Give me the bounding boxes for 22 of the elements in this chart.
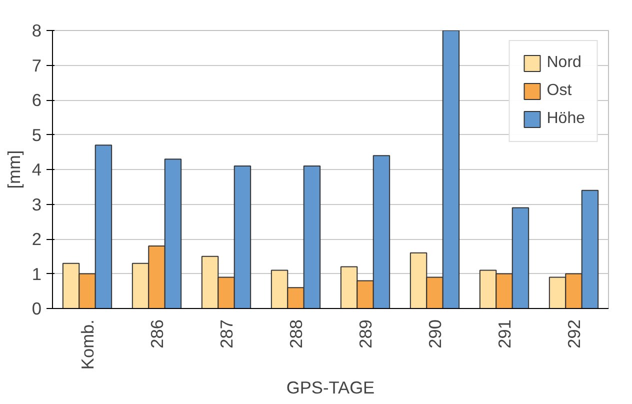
legend-label: Ost <box>546 82 572 100</box>
x-tick-label: 291 <box>494 319 514 348</box>
y-tick-label: 6 <box>32 90 42 110</box>
x-tick-label: 290 <box>424 319 445 348</box>
y-tick-label: 8 <box>32 20 42 40</box>
x-tick-label: Komb. <box>77 319 98 370</box>
legend-label: Nord <box>546 54 582 72</box>
legend-label: Höhe <box>546 110 585 128</box>
y-tick-label: 2 <box>32 229 42 249</box>
y-axis-title: [mm] <box>4 150 24 189</box>
y-tick-label: 4 <box>32 160 42 180</box>
x-tick-label: 292 <box>564 319 584 348</box>
x-tick-label: 286 <box>146 319 167 348</box>
x-tick-label: 287 <box>216 319 236 348</box>
x-tick-label: 288 <box>286 319 306 348</box>
y-tick-label: 7 <box>32 55 42 76</box>
y-tick-label: 1 <box>32 264 42 284</box>
x-tick-label: 289 <box>355 319 376 348</box>
x-axis-title: GPS-TAGE <box>286 378 375 398</box>
y-tick-label: 0 <box>32 298 42 318</box>
y-tick-label: 3 <box>32 194 42 214</box>
y-tick-label: 5 <box>32 124 42 145</box>
